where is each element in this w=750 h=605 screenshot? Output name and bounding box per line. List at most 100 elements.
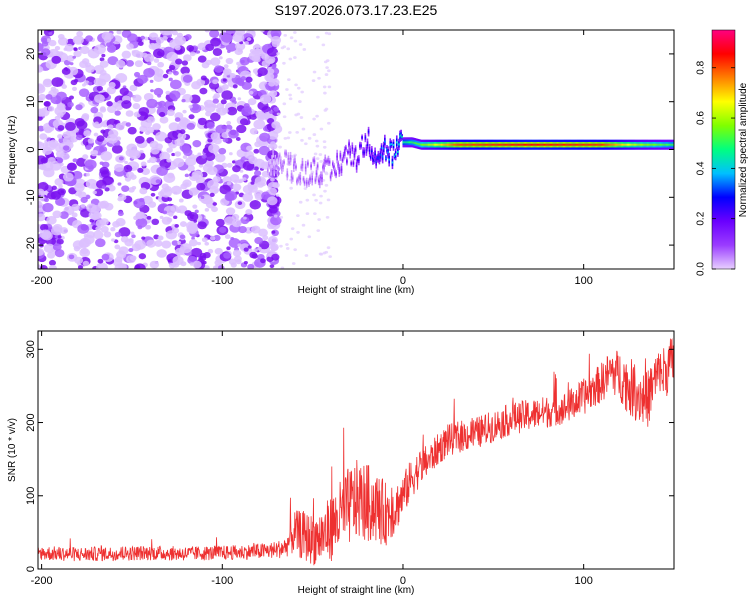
- noise-blob: [174, 223, 179, 228]
- snr-xtick-label: 0: [400, 575, 406, 587]
- carrier-core: [349, 150, 351, 153]
- carrier-core: [653, 143, 656, 146]
- noise-blob: [77, 223, 90, 234]
- heatmap-xtick-label: -200: [31, 275, 53, 287]
- carrier-core: [374, 153, 376, 156]
- noise-blob: [99, 107, 107, 113]
- carrier-core: [621, 143, 624, 146]
- noise-blob: [269, 110, 274, 114]
- carrier-core: [594, 143, 596, 146]
- carrier-core: [302, 178, 305, 181]
- noise-blob: [322, 251, 327, 255]
- carrier-core: [597, 143, 600, 146]
- carrier-core: [371, 150, 373, 153]
- carrier-core: [605, 143, 607, 146]
- noise-blob: [202, 260, 207, 265]
- carrier-core: [322, 166, 324, 169]
- carrier-core: [391, 161, 394, 164]
- figure-title: S197.2026.073.17.23.E25: [275, 2, 438, 18]
- noise-blob: [261, 182, 266, 187]
- carrier-core: [518, 143, 521, 146]
- carrier-core: [401, 136, 403, 139]
- noise-blob: [168, 71, 173, 75]
- noise-blob: [222, 137, 229, 143]
- carrier-core: [599, 143, 602, 146]
- carrier-core: [661, 143, 664, 146]
- noise-blob: [197, 117, 207, 126]
- carrier-core: [556, 143, 559, 146]
- snr-series-line: [38, 338, 674, 566]
- noise-blob: [54, 178, 64, 186]
- noise-blob: [42, 202, 54, 213]
- carrier-core: [376, 157, 379, 160]
- carrier-core: [470, 143, 473, 146]
- noise-blob: [299, 116, 304, 119]
- noise-blob: [322, 145, 327, 149]
- carrier-core: [315, 172, 318, 175]
- noise-blob: [143, 36, 149, 41]
- noise-blob: [132, 94, 142, 103]
- noise-blob: [221, 132, 229, 139]
- noise-blob: [41, 41, 49, 47]
- carrier-core: [650, 143, 653, 146]
- noise-blob: [100, 151, 113, 161]
- noise-blob: [38, 213, 46, 222]
- heatmap-marks: [38, 30, 674, 269]
- noise-blob: [100, 170, 110, 178]
- noise-blob: [157, 94, 162, 98]
- noise-blob: [302, 48, 307, 51]
- carrier-core: [500, 143, 502, 146]
- noise-blob: [225, 42, 237, 52]
- noise-blob: [238, 225, 247, 234]
- noise-blob: [222, 68, 232, 76]
- noise-blob: [94, 94, 105, 104]
- noise-blob: [325, 215, 330, 219]
- noise-blob: [99, 57, 105, 62]
- noise-blob: [103, 231, 112, 238]
- noise-blob: [157, 61, 165, 68]
- noise-blob: [115, 59, 126, 69]
- carrier-core: [272, 151, 274, 154]
- carrier-core: [268, 163, 270, 166]
- noise-blob: [149, 156, 157, 164]
- carrier-core: [477, 143, 479, 146]
- carrier-core: [388, 158, 390, 161]
- noise-blob: [41, 231, 53, 241]
- noise-blob: [245, 76, 253, 83]
- noise-blob: [168, 64, 176, 71]
- carrier-core: [462, 143, 464, 146]
- carrier-core: [534, 143, 537, 146]
- noise-blob: [62, 145, 70, 151]
- noise-blob: [222, 84, 229, 90]
- carrier-core: [303, 181, 306, 184]
- noise-blob: [38, 200, 42, 206]
- carrier-core: [530, 143, 532, 146]
- noise-blob: [57, 125, 65, 131]
- noise-blob: [319, 194, 323, 198]
- noise-blob: [124, 160, 128, 164]
- noise-blob: [298, 43, 303, 46]
- carrier-core: [504, 143, 506, 146]
- carrier-core: [558, 143, 561, 146]
- noise-blob: [300, 138, 304, 142]
- noise-blob: [225, 57, 234, 65]
- carrier-core: [579, 143, 581, 146]
- snr-ytick-label: 200: [25, 413, 37, 431]
- noise-blob: [266, 196, 278, 206]
- noise-blob: [240, 216, 250, 225]
- noise-blob: [205, 199, 217, 209]
- noise-blob: [39, 133, 48, 140]
- carrier-core: [398, 143, 400, 146]
- carrier-core: [613, 143, 616, 146]
- noise-blob: [249, 113, 258, 120]
- carrier-core: [663, 143, 666, 146]
- noise-blob: [72, 158, 78, 163]
- carrier-core: [415, 142, 418, 145]
- carrier-core: [424, 143, 426, 146]
- carrier-core: [355, 165, 358, 168]
- noise-blob: [186, 164, 195, 172]
- carrier-core: [475, 143, 477, 146]
- carrier-core: [607, 143, 609, 146]
- noise-blob: [172, 30, 178, 36]
- noise-blob: [99, 200, 110, 209]
